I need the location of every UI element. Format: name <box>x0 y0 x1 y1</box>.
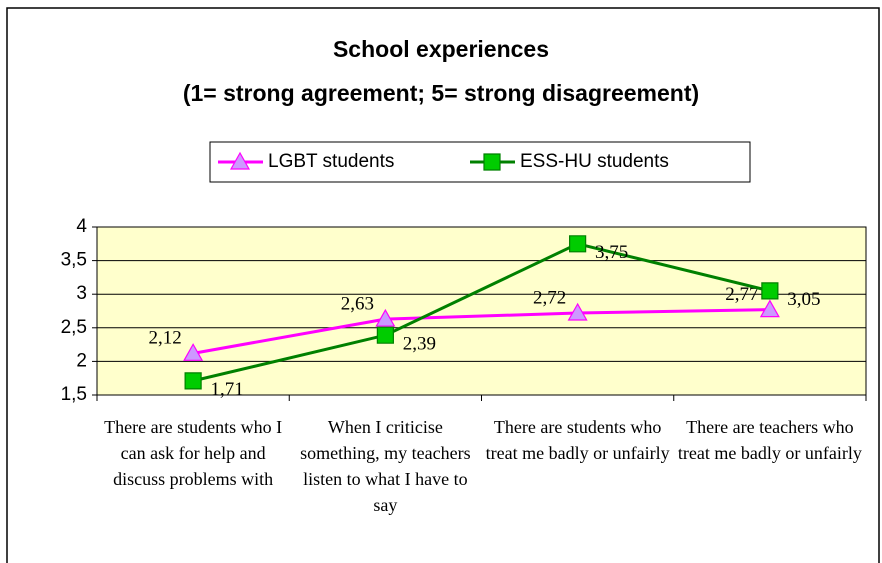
legend-label: ESS-HU students <box>520 151 669 172</box>
y-tick-label: 2 <box>76 350 87 371</box>
x-tick-label: When I criticise something, my teachers … <box>300 417 471 515</box>
series-line <box>192 308 770 355</box>
data-label: 3,05 <box>787 289 820 310</box>
data-label: 2,77 <box>725 284 758 305</box>
data-label: 3,75 <box>595 242 628 263</box>
data-label: 2,63 <box>341 293 374 314</box>
y-tick-label: 4 <box>76 216 87 237</box>
chart-title: School experiences <box>333 36 549 62</box>
legend-marker <box>229 151 251 170</box>
y-tick-label: 3 <box>76 283 87 304</box>
data-point <box>567 302 588 321</box>
y-tick-label: 3,5 <box>61 250 87 271</box>
x-tick-label: There are students who treat me badly or… <box>485 417 670 463</box>
data-label: 2,72 <box>533 287 566 308</box>
data-point <box>376 326 394 344</box>
data-point <box>761 282 779 300</box>
series-line <box>192 242 771 383</box>
y-tick-label: 2,5 <box>61 317 87 338</box>
legend-label: LGBT students <box>268 151 394 172</box>
x-tick-label: There are students who I can ask for hel… <box>104 417 283 489</box>
data-point <box>183 343 204 361</box>
legend-marker <box>483 153 501 171</box>
data-point <box>759 299 780 318</box>
chart-subtitle: (1= strong agreement; 5= strong disagree… <box>183 80 699 106</box>
data-point <box>569 235 587 253</box>
data-label: 2,12 <box>149 328 182 349</box>
x-tick-label: There are teachers who treat me badly or… <box>677 417 862 463</box>
data-label: 2,39 <box>403 334 436 355</box>
data-label: 1,71 <box>211 379 244 400</box>
plot-border <box>96 226 867 396</box>
y-tick-label: 1,5 <box>61 384 87 405</box>
data-point <box>375 308 396 327</box>
data-point <box>184 372 202 390</box>
